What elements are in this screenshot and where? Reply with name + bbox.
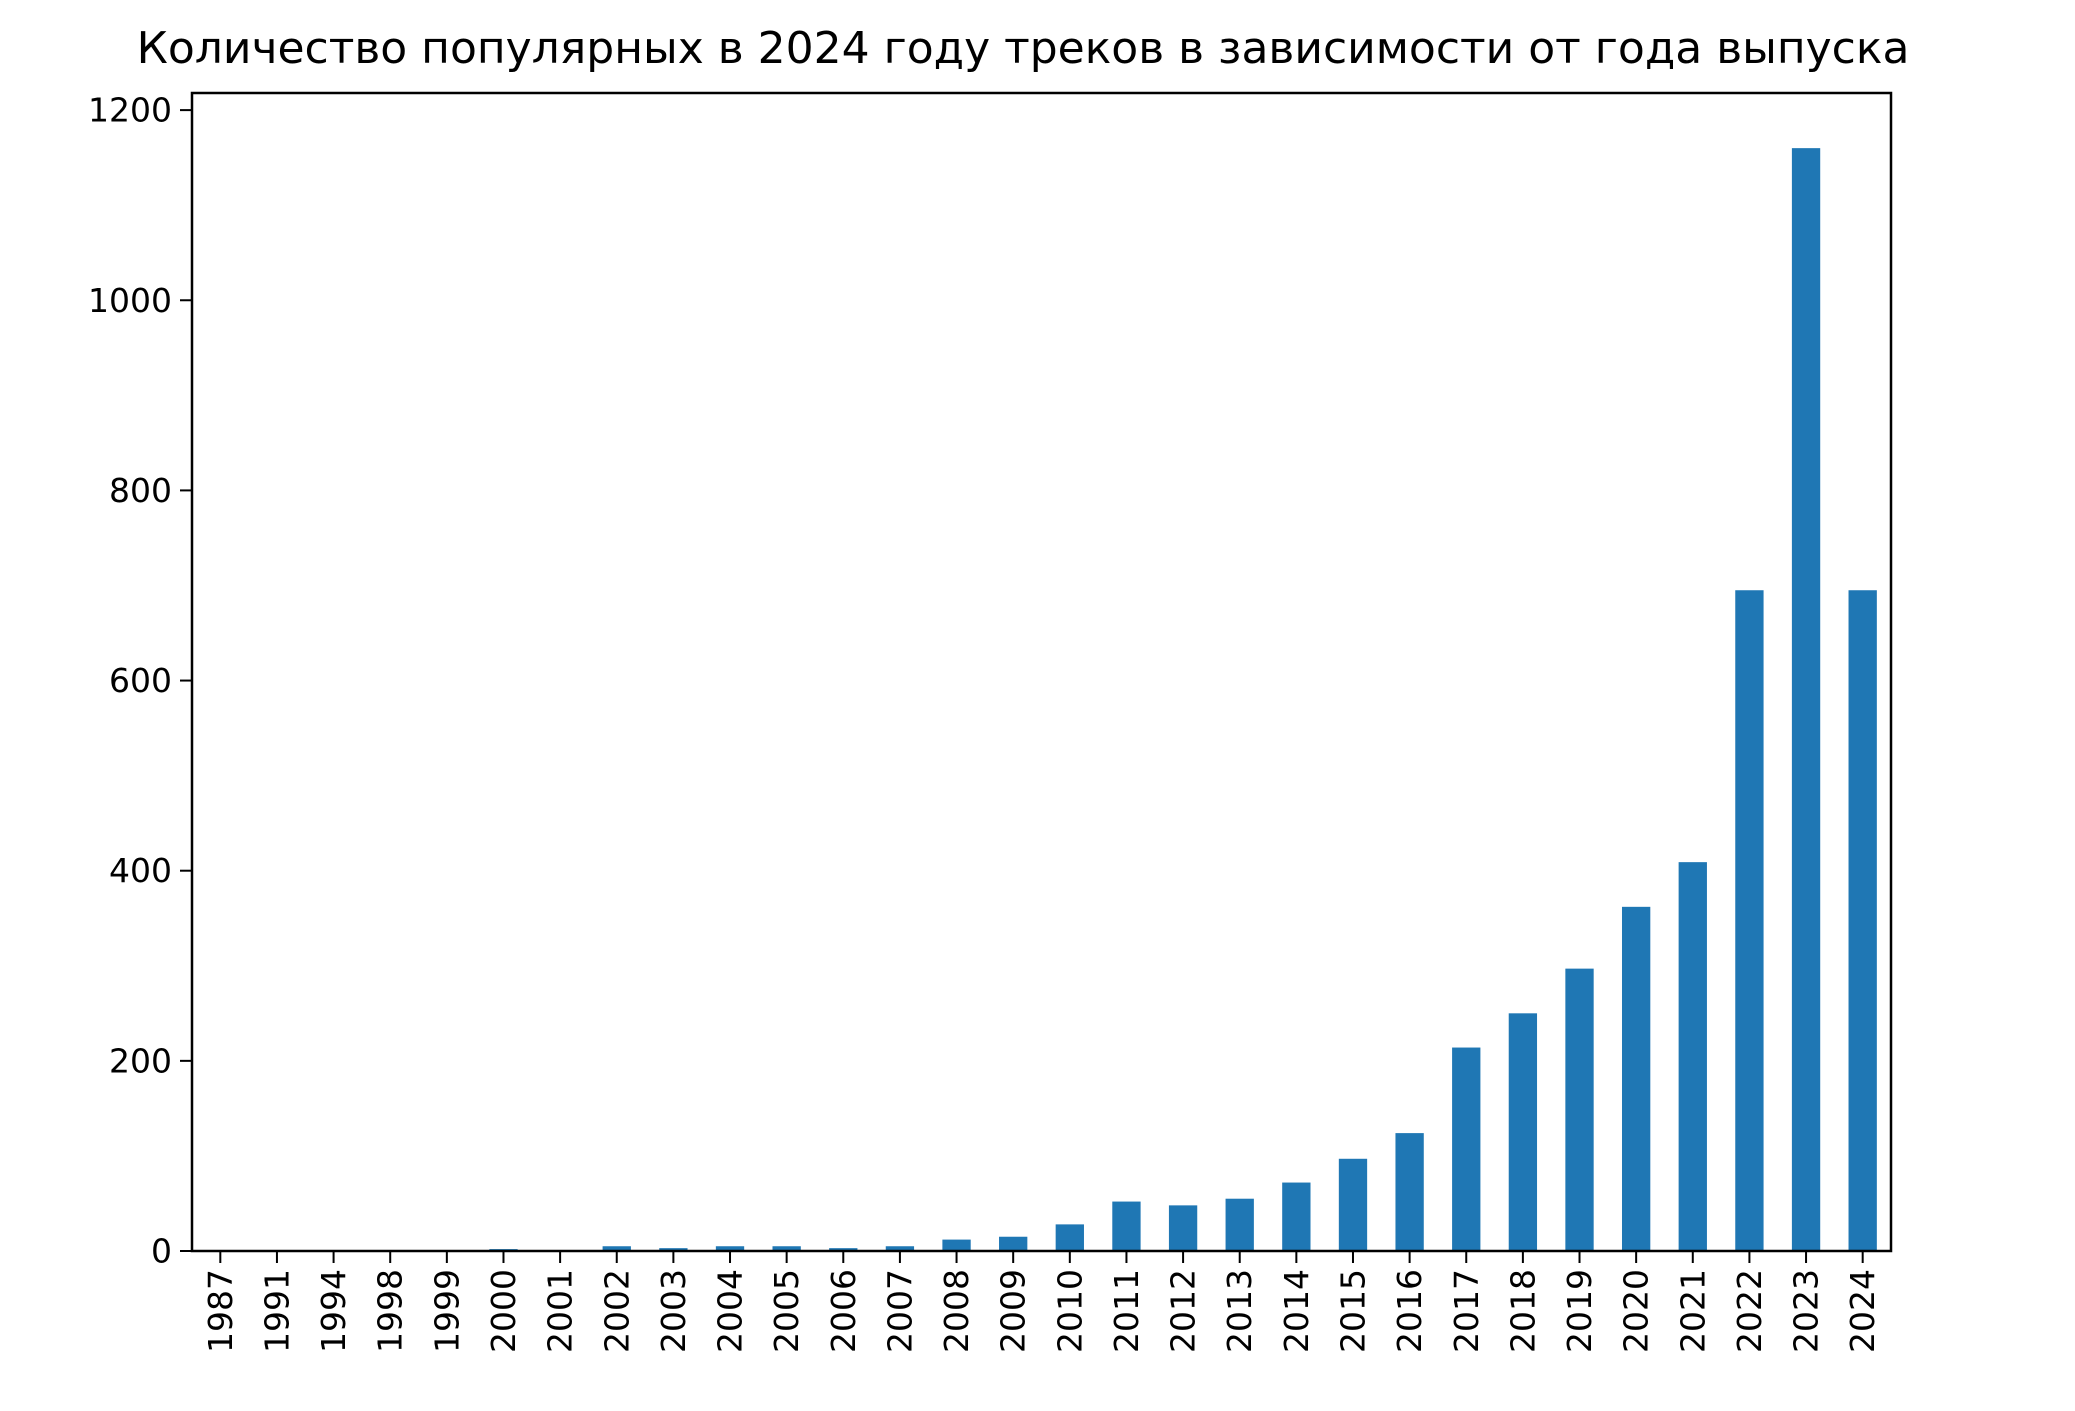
y-tick-label-600: 600 [109,661,172,700]
y-axis: 0 200 400 600 800 1000 1200 [88,91,192,1271]
x-tick-label-2006: 2006 [824,1269,863,1353]
x-tick-label-2008: 2008 [937,1269,976,1353]
bar-2020 [1621,906,1651,1251]
x-tick-label-2009: 2009 [994,1269,1033,1353]
bar-2015 [1338,1158,1368,1251]
x-tick-label-1991: 1991 [257,1269,296,1353]
x-tick-label-2013: 2013 [1220,1269,1259,1353]
bar-2022 [1735,590,1764,1251]
bar-2017 [1452,1047,1481,1251]
bar-2018 [1508,1013,1538,1251]
x-tick-label-2019: 2019 [1560,1269,1599,1353]
y-tick-label-1200: 1200 [88,91,172,130]
x-tick-label-2005: 2005 [767,1269,806,1353]
bar-2010 [1055,1224,1084,1251]
bar-2005 [772,1246,801,1251]
bars-group [206,148,1877,1252]
x-tick-label-2016: 2016 [1390,1269,1429,1353]
x-tick-label-2003: 2003 [654,1269,693,1353]
bar-2023 [1791,148,1821,1252]
plot-frame [190,91,1893,1253]
x-tick-label-2012: 2012 [1164,1269,1203,1353]
x-tick-label-2002: 2002 [597,1269,636,1353]
x-tick-label-2011: 2011 [1107,1269,1146,1353]
chart-title: Количество популярных в 2024 году треков… [137,23,1910,74]
bar-2014 [1282,1182,1311,1251]
x-tick-label-2000: 2000 [484,1269,523,1353]
x-tick-label-1987: 1987 [201,1269,240,1353]
x-axis: 1987 1991 1994 1998 1999 2000 2001 2002 2003 2004… [201,1251,1882,1353]
bar-2004 [715,1246,745,1251]
bar-2013 [1225,1198,1254,1251]
x-tick-label-2004: 2004 [711,1269,750,1353]
bar-2003 [659,1248,688,1251]
bar-2021 [1678,862,1707,1251]
x-tick-label-2010: 2010 [1050,1269,1089,1353]
y-tick-label-400: 400 [109,851,172,890]
x-tick-label-1998: 1998 [371,1269,410,1353]
x-tick-label-2022: 2022 [1730,1269,1769,1353]
bar-2006 [829,1248,858,1251]
bar-2012 [1168,1205,1198,1251]
x-tick-label-2020: 2020 [1617,1269,1656,1353]
bar-2011 [1112,1201,1141,1251]
bar-2009 [999,1236,1028,1251]
bar-2016 [1395,1133,1424,1251]
x-tick-label-2014: 2014 [1277,1269,1316,1353]
bar-2002 [602,1246,631,1251]
x-tick-label-1994: 1994 [314,1269,353,1353]
bar-2019 [1565,968,1594,1251]
x-tick-label-2018: 2018 [1503,1269,1542,1353]
y-tick-label-200: 200 [109,1041,172,1080]
y-tick-label-0: 0 [151,1232,172,1271]
y-tick-label-1000: 1000 [88,281,172,320]
y-tick-label-800: 800 [109,471,172,510]
x-tick-label-2024: 2024 [1843,1269,1882,1353]
bar-2008 [942,1239,971,1251]
x-tick-label-2021: 2021 [1673,1269,1712,1353]
bar-2024 [1848,590,1877,1251]
bar-2007 [885,1246,915,1251]
x-tick-label-2023: 2023 [1787,1269,1826,1353]
x-tick-label-2001: 2001 [541,1269,580,1353]
x-tick-label-2007: 2007 [880,1269,919,1353]
x-tick-label-1999: 1999 [427,1269,466,1353]
x-tick-label-2015: 2015 [1333,1269,1372,1353]
x-tick-label-2017: 2017 [1447,1269,1486,1353]
